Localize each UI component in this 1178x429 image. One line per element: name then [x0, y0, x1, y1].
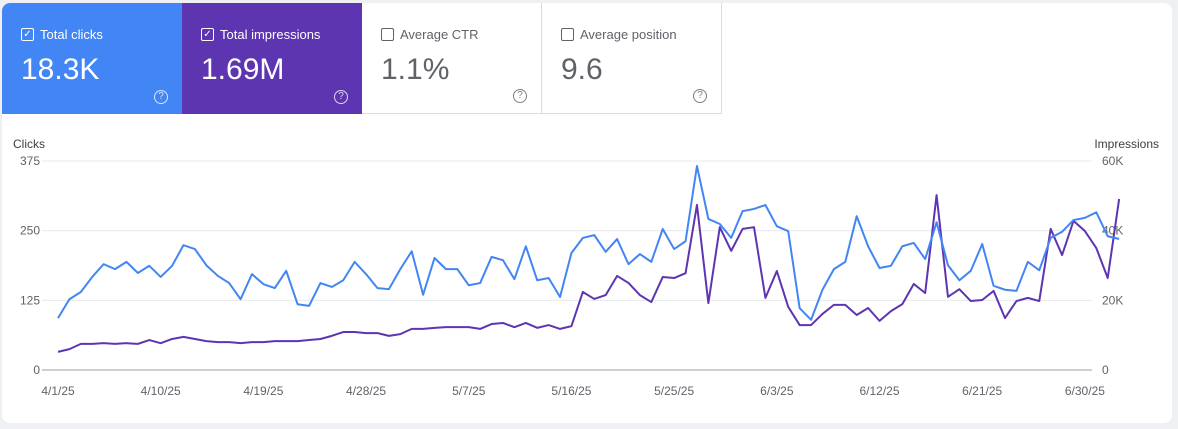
metric-value: 18.3K	[21, 53, 100, 86]
checkbox-unchecked-icon[interactable]	[561, 28, 574, 41]
left-tick-label: 375	[20, 154, 40, 168]
x-tick-label: 4/19/25	[243, 384, 283, 398]
performance-card: ✓ Total clicks 18.3K ? ✓ Total impressions…	[2, 3, 1172, 423]
metric-tile-total-clicks[interactable]: ✓ Total clicks 18.3K ?	[2, 3, 182, 114]
series-line-clicks	[57, 165, 1120, 321]
metric-value: 9.6	[561, 53, 603, 86]
right-tick-label: 60K	[1102, 154, 1123, 168]
series-line-impressions	[57, 194, 1121, 353]
left-tick-label: 0	[33, 363, 40, 377]
metric-label: Average CTR	[400, 27, 479, 42]
help-icon[interactable]: ?	[693, 89, 707, 103]
metric-tiles: ✓ Total clicks 18.3K ? ✓ Total impressions…	[2, 3, 722, 114]
right-tick-label: 0	[1102, 363, 1109, 377]
help-icon[interactable]: ?	[334, 90, 348, 104]
x-tick-label: 4/10/25	[141, 384, 181, 398]
x-tick-label: 6/12/25	[859, 384, 899, 398]
left-tick-label: 250	[20, 224, 40, 238]
help-icon[interactable]: ?	[154, 90, 168, 104]
metric-label: Total clicks	[40, 27, 103, 42]
metric-label: Total impressions	[220, 27, 321, 42]
x-tick-label: 4/1/25	[41, 384, 75, 398]
metric-tile-average-ctr[interactable]: Average CTR 1.1% ?	[362, 3, 542, 114]
metric-value: 1.69M	[201, 53, 285, 86]
x-tick-label: 4/28/25	[346, 384, 386, 398]
right-tick-label: 20K	[1102, 293, 1123, 307]
left-tick-label: 125	[20, 293, 40, 307]
checkbox-unchecked-icon[interactable]	[381, 28, 394, 41]
x-tick-label: 5/16/25	[551, 384, 591, 398]
metric-tile-total-impressions[interactable]: ✓ Total impressions 1.69M ?	[182, 3, 362, 114]
metric-value: 1.1%	[381, 53, 450, 86]
x-tick-label: 6/3/25	[760, 384, 794, 398]
left-axis-title: Clicks	[13, 137, 45, 151]
x-tick-label: 5/25/25	[654, 384, 694, 398]
x-tick-label: 6/30/25	[1065, 384, 1105, 398]
x-tick-label: 6/21/25	[962, 384, 1002, 398]
right-axis-title: Impressions	[1094, 137, 1159, 151]
checkbox-checked-icon[interactable]: ✓	[201, 28, 214, 41]
help-icon[interactable]: ?	[513, 89, 527, 103]
x-tick-label: 5/7/25	[452, 384, 486, 398]
checkbox-checked-icon[interactable]: ✓	[21, 28, 34, 41]
metric-tile-average-position[interactable]: Average position 9.6 ?	[542, 3, 722, 114]
metric-label: Average position	[580, 27, 677, 42]
